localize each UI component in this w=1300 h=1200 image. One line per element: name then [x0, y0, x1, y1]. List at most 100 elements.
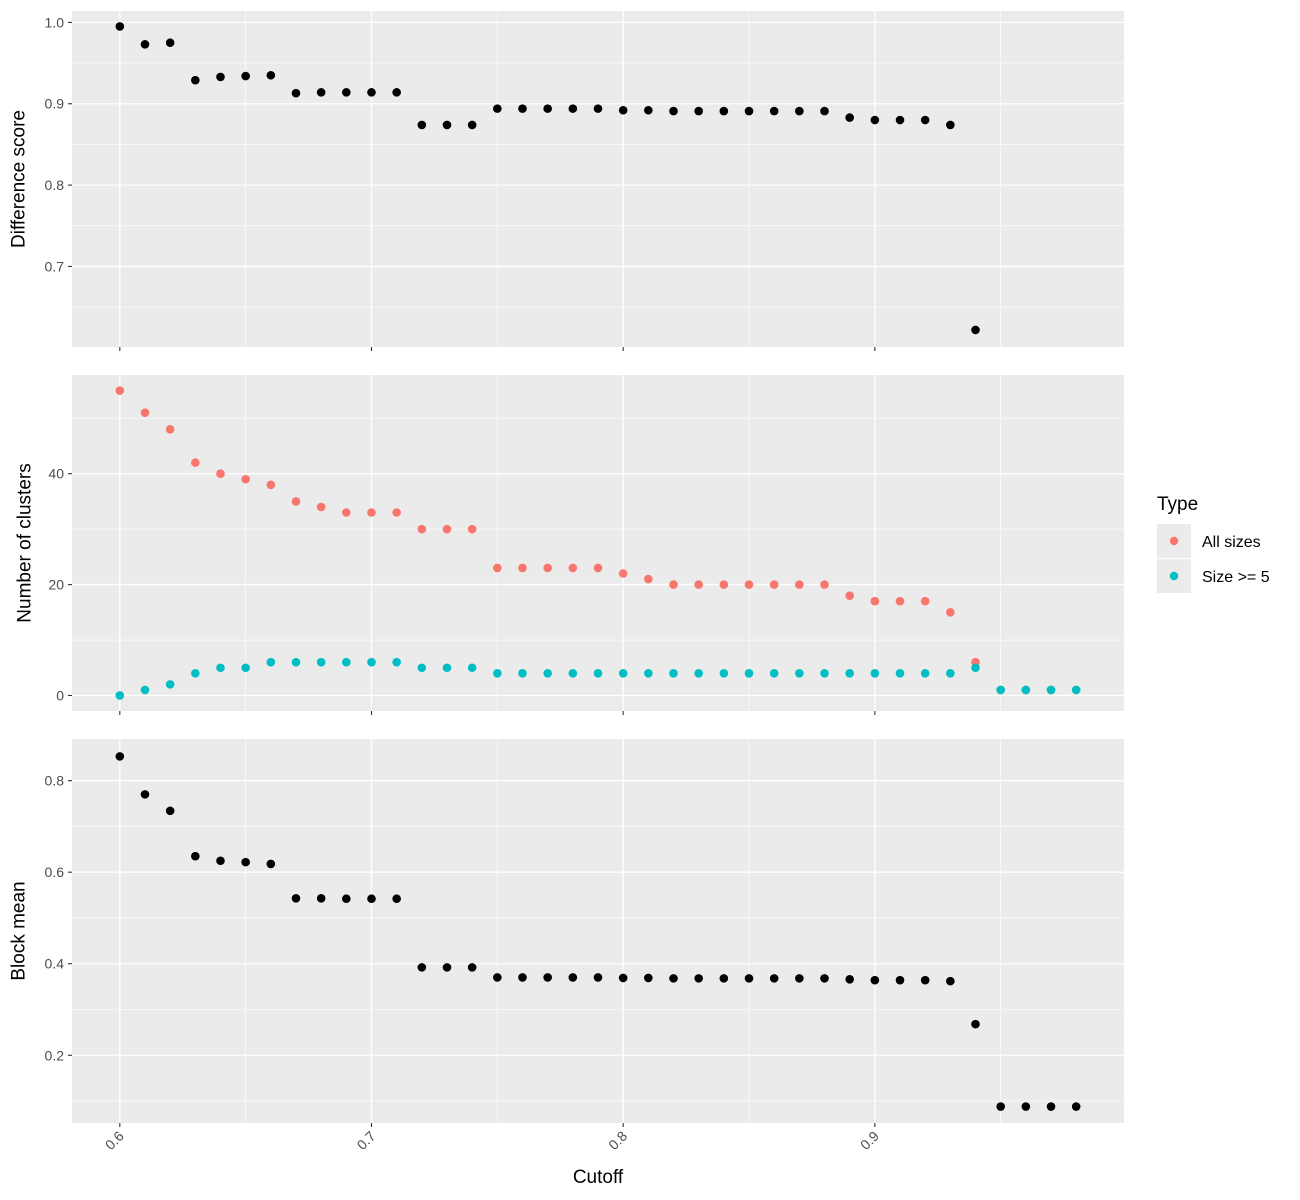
data-point	[467, 663, 477, 673]
data-point	[367, 894, 376, 904]
data-point	[795, 668, 804, 678]
data-point	[1071, 685, 1081, 695]
data-point	[820, 580, 829, 589]
data-point	[442, 120, 452, 130]
legend-marker-size-5	[1169, 571, 1179, 581]
data-point	[769, 668, 779, 678]
y-tick-label: 0.2	[45, 1047, 65, 1063]
series-size-5	[115, 657, 1081, 700]
panel-difference-score: 0.7 0.8 0.9 1.0 Difference score	[9, 11, 1124, 351]
data-point	[342, 88, 351, 97]
data-point	[442, 524, 452, 534]
data-point	[467, 120, 477, 130]
data-point	[165, 38, 175, 48]
legend-title: Type	[1157, 494, 1198, 515]
data-point	[769, 580, 779, 589]
data-point	[316, 657, 326, 667]
y-tick-label: 0.8	[45, 177, 65, 193]
data-point	[367, 88, 376, 97]
data-point	[342, 657, 351, 667]
data-point	[593, 668, 603, 678]
y-tick-label: 0	[56, 687, 64, 703]
data-point	[191, 75, 200, 85]
data-point	[1046, 1102, 1056, 1111]
data-point	[316, 88, 326, 97]
y-tick-label: 0.7	[45, 258, 65, 274]
data-point	[1071, 1102, 1081, 1111]
data-point	[140, 790, 150, 799]
data-point	[115, 691, 125, 700]
data-point	[342, 508, 351, 517]
data-point	[568, 973, 578, 982]
data-point	[845, 668, 854, 678]
data-point	[392, 508, 401, 517]
data-point	[845, 113, 854, 122]
data-point	[1021, 685, 1031, 695]
panel-block-mean: 0.2 0.4 0.6 0.8 Block mean	[9, 739, 1124, 1127]
y-axis-title-number-of-clusters: Number of clusters	[15, 463, 36, 622]
data-point	[266, 480, 276, 490]
data-point	[493, 563, 502, 573]
data-point	[467, 524, 477, 534]
data-point	[316, 893, 326, 903]
panel-background	[72, 11, 1124, 347]
data-point	[744, 580, 754, 589]
data-point	[568, 563, 578, 573]
data-point	[618, 569, 628, 578]
data-point	[568, 104, 578, 113]
data-point	[719, 668, 729, 678]
data-point	[920, 596, 930, 606]
legend-marker-all-sizes	[1169, 536, 1179, 546]
data-point	[769, 106, 779, 116]
data-point	[719, 580, 729, 589]
legend-label-size-5: Size >= 5	[1202, 569, 1270, 586]
data-point	[971, 1019, 980, 1029]
data-point	[216, 469, 225, 478]
data-point	[291, 88, 301, 98]
x-axis-title: Cutoff	[573, 1167, 624, 1188]
panel-background	[72, 739, 1124, 1123]
y-tick-label: 0.8	[45, 773, 65, 789]
panel-number-of-clusters: 0 20 40 Number of clusters	[15, 375, 1124, 715]
data-point	[996, 1102, 1005, 1111]
data-point	[669, 106, 678, 116]
data-point	[946, 608, 955, 617]
data-point	[367, 657, 376, 667]
data-point	[316, 502, 326, 512]
y-tick-label: 1.0	[45, 14, 65, 30]
data-point	[241, 71, 250, 81]
data-point	[241, 474, 250, 484]
data-point	[543, 563, 552, 573]
data-point	[644, 668, 653, 678]
data-point	[191, 668, 200, 678]
data-point	[266, 70, 276, 80]
data-point	[568, 668, 578, 678]
data-point	[644, 105, 653, 115]
data-point	[744, 668, 754, 678]
data-point	[115, 752, 125, 761]
data-point	[769, 974, 779, 983]
data-point	[543, 973, 552, 982]
data-point	[1046, 685, 1056, 695]
y-axis-title-difference-score: Difference score	[9, 110, 30, 248]
data-point	[518, 104, 527, 113]
data-point	[1021, 1102, 1031, 1111]
data-point	[291, 893, 301, 903]
data-point	[644, 574, 653, 584]
data-point	[946, 120, 955, 130]
data-point	[115, 22, 125, 31]
data-point	[644, 973, 653, 983]
legend-label-all-sizes: All sizes	[1202, 534, 1261, 551]
panels-layer: 0.7 0.8 0.9 1.0 Difference score 0 20 40 Number …	[9, 11, 1124, 1153]
data-point	[669, 580, 678, 589]
data-point	[895, 596, 905, 606]
data-point	[216, 663, 225, 673]
data-point	[241, 857, 250, 867]
y-tick-label: 0.9	[45, 96, 65, 112]
data-point	[694, 106, 703, 116]
panel-background	[72, 375, 1124, 711]
data-point	[895, 668, 905, 678]
data-point	[442, 963, 452, 972]
data-point	[870, 668, 880, 678]
